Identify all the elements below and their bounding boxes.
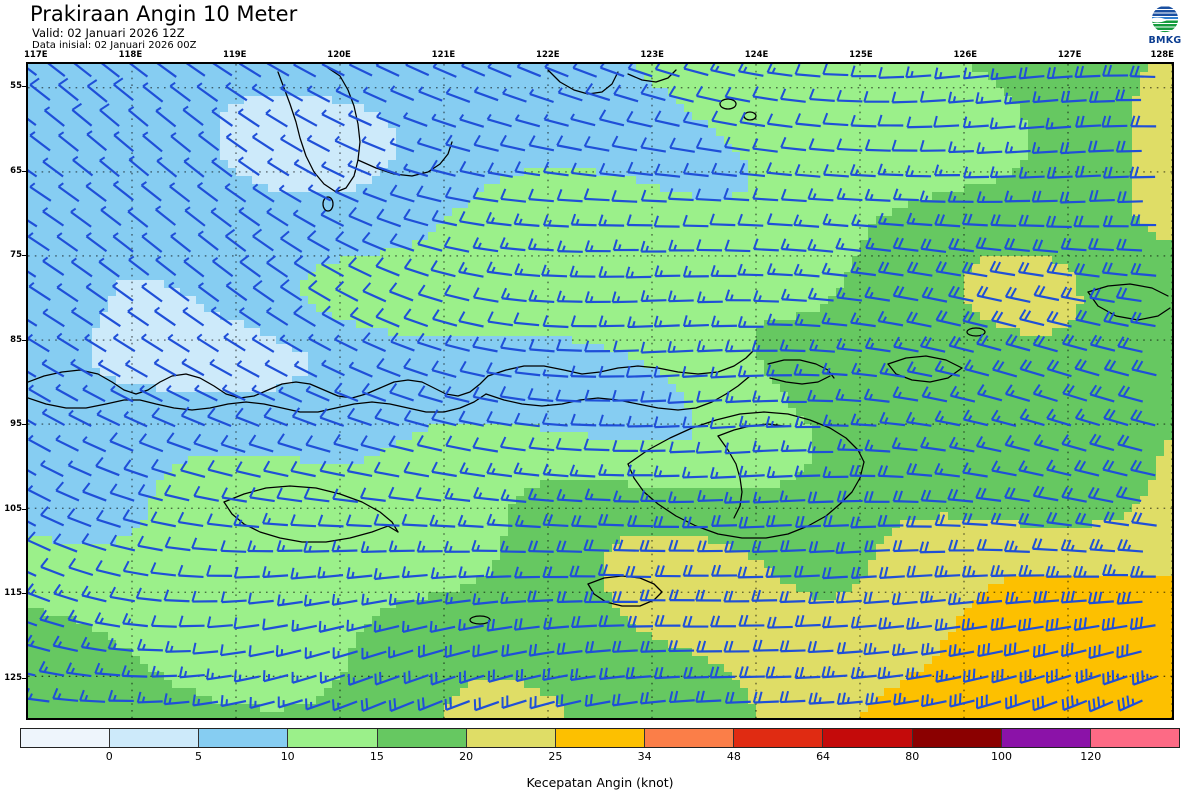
colorbar-tick-label: 15 (369, 750, 384, 763)
page-title: Prakiraan Angin 10 Meter (30, 2, 298, 26)
colorbar-tick-label: 64 (816, 750, 831, 763)
colorbar-segment (912, 729, 1002, 747)
lat-tick-mark (22, 508, 26, 510)
colorbar-ticks: 0 5 10 15 20 25 34 48 64 80 100 120 (20, 750, 1180, 764)
colorbar-tick-label: 48 (726, 750, 741, 763)
lat-tick-mark (22, 678, 26, 679)
longitude-axis: 117E 118E 119E 120E 121E 122E 123E 124E 125E 126E… (0, 50, 1200, 62)
bmkg-logo: BMKG (1144, 4, 1186, 50)
colorbar-tick-label: 5 (194, 750, 202, 763)
lon-tick-label: 117E (24, 50, 48, 60)
lat-tick-mark (22, 170, 26, 172)
colorbar-segment (1001, 729, 1091, 747)
colorbar-segment (199, 729, 289, 747)
latlon-gridlines (28, 64, 1172, 718)
lat-tick-mark (22, 339, 26, 341)
colorbar (20, 728, 1180, 748)
colorbar-tick-label: 10 (280, 750, 295, 763)
lat-tick-label: 115 (4, 588, 22, 599)
lat-tick-mark (22, 424, 26, 426)
bmkg-globe-icon (1151, 5, 1179, 33)
colorbar-segment (377, 729, 467, 747)
lon-tick-label: 119E (222, 50, 247, 60)
colorbar-segment (288, 729, 378, 747)
lon-tick-label: 127E (1057, 50, 1082, 60)
coastline-layer (28, 67, 1171, 625)
colorbar-segment (645, 729, 735, 747)
colorbar-segment (555, 729, 646, 747)
colorbar-segment (110, 729, 200, 747)
lat-tick-label: 55 (10, 81, 22, 91)
valid-time-label: Valid: 02 Januari 2026 12Z (32, 26, 185, 40)
colorbar-segment (21, 729, 111, 747)
lat-tick-label: 85 (10, 334, 22, 345)
colorbar-segment (1090, 729, 1180, 747)
map-frame[interactable]: Sumber Data: WRF - CIPS BMKG Pusat Meteo… (26, 62, 1174, 720)
colorbar-segment (823, 729, 913, 747)
colorbar-segment (466, 729, 556, 747)
lon-tick-label: 126E (953, 50, 978, 60)
lon-tick-label: 124E (744, 50, 769, 60)
lon-tick-label: 118E (118, 50, 143, 60)
lon-tick-label: 121E (431, 50, 456, 60)
lon-tick-label: 120E (327, 50, 351, 60)
colorbar-tick-label: 20 (459, 750, 474, 763)
colorbar-tick-label: 0 (105, 750, 113, 763)
lat-tick-label: 65 (10, 165, 22, 176)
colorbar-tick-label: 25 (548, 750, 563, 763)
colorbar-segment (734, 729, 824, 747)
lat-tick-label: 75 (10, 250, 22, 261)
wind-speed-map[interactable] (28, 64, 1172, 718)
page-header: Prakiraan Angin 10 Meter Valid: 02 Janua… (0, 0, 1200, 51)
colorbar-tick-label: 100 (991, 750, 1013, 763)
lon-tick-label: 125E (849, 50, 873, 60)
wind-barb-layer (28, 64, 1158, 713)
colorbar-title: Kecepatan Angin (knot) (526, 775, 674, 790)
lat-tick-label: 125 (4, 673, 22, 683)
lat-tick-mark (22, 593, 26, 595)
lat-tick-label: 105 (4, 503, 22, 514)
lon-tick-label: 122E (536, 50, 560, 60)
lon-tick-label: 128E (1150, 50, 1174, 60)
lat-tick-mark (22, 86, 26, 87)
initial-data-label: Data inisial: 02 Januari 2026 00Z (32, 40, 197, 51)
latitude-axis: 55 65 75 85 95 105 115 125 (0, 62, 26, 720)
colorbar-tick-label: 120 (1080, 750, 1102, 763)
colorbar-tick-label: 34 (637, 750, 652, 763)
lat-tick-mark (22, 255, 26, 257)
colorbar-tick-label: 80 (905, 750, 920, 763)
lon-tick-label: 123E (640, 50, 664, 60)
lat-tick-label: 95 (10, 419, 22, 430)
bmkg-logo-label: BMKG (1148, 35, 1182, 46)
